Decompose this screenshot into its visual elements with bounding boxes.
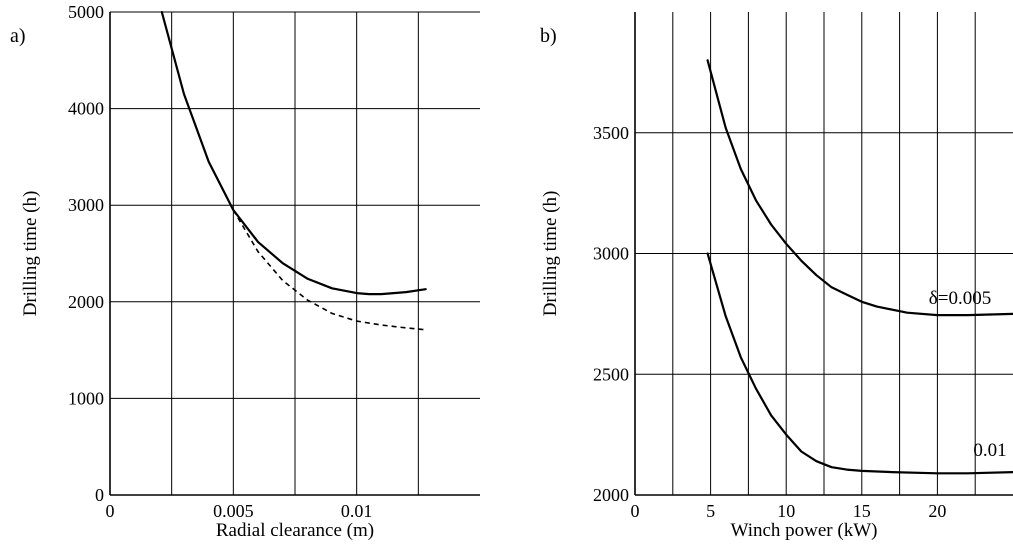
panel-a-chart: 0 0.005 0.01 0 1000 2000 3000 4000 5000 Radial cl… (10, 2, 480, 541)
x-tick-label: 20 (928, 501, 946, 521)
panel-label: b) (540, 25, 557, 47)
x-tick-label: 0 (106, 501, 115, 521)
x-tick-label: 10 (777, 501, 795, 521)
y-tick-label: 0 (95, 485, 104, 505)
x-tick-label: 0.01 (341, 501, 373, 521)
x-axis-label: Radial clearance (m) (216, 520, 374, 541)
series-label: 0.01 (973, 440, 1006, 461)
y-tick-label: 3000 (593, 244, 629, 264)
y-tick-label: 4000 (68, 99, 104, 119)
series-line-1 (706, 252, 1013, 475)
panel-label: a) (10, 25, 26, 47)
series-label: δ=0.005 (929, 288, 991, 309)
x-tick-label: 15 (853, 501, 871, 521)
y-tick-label: 5000 (68, 2, 104, 22)
y-tick-label: 2500 (593, 364, 629, 384)
x-tick-label: 0.005 (213, 501, 254, 521)
y-axis-label: Drilling time (h) (20, 191, 41, 317)
y-tick-label: 2000 (593, 485, 629, 505)
y-tick-label: 3000 (68, 195, 104, 215)
series-line-0 (160, 10, 427, 296)
series-line-1 (232, 209, 426, 331)
x-axis-label: Winch power (kW) (731, 520, 878, 541)
y-axis-label: Drilling time (h) (540, 191, 561, 317)
y-tick-label: 2000 (68, 292, 104, 312)
x-tick-label: 5 (706, 501, 715, 521)
series-line-0 (706, 59, 1013, 317)
panel-b-chart: 0 5 10 15 20 2000 2500 3000 3500 Winch power (kW)… (540, 12, 1013, 541)
y-tick-label: 1000 (68, 388, 104, 408)
y-tick-label: 3500 (593, 123, 629, 143)
x-tick-label: 0 (631, 501, 640, 521)
